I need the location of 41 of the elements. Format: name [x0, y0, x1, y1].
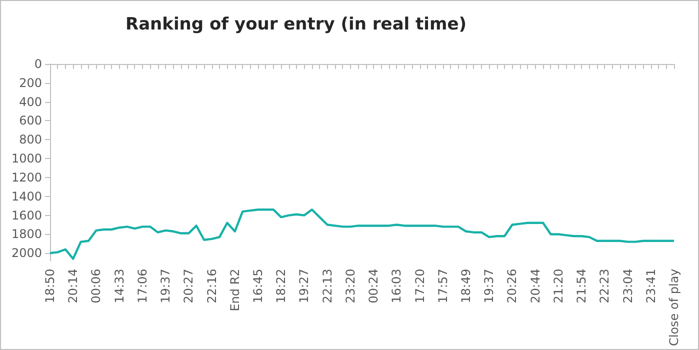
- x-tick-label: 20:44: [528, 268, 542, 304]
- y-tick-label: 0: [34, 57, 42, 71]
- y-tick-label: 1000: [11, 152, 42, 166]
- y-tick-label: 800: [19, 132, 42, 147]
- x-tick-label: 17:57: [436, 268, 450, 304]
- x-tick-label: 21:20: [551, 268, 566, 304]
- x-tick-label: 19:27: [297, 268, 312, 304]
- x-tick-label: 18:50: [43, 268, 57, 304]
- x-tick-label: 23:04: [620, 268, 635, 304]
- chart-title: Ranking of your entry (in real time): [125, 14, 467, 34]
- x-tick-label: 17:06: [135, 268, 150, 304]
- y-tick-label: 1600: [11, 208, 42, 222]
- y-tick-label: 600: [19, 114, 42, 128]
- x-tick-label: End R2: [228, 268, 242, 312]
- x-tick-label: 00:06: [89, 268, 104, 304]
- x-tick-label: 18:22: [274, 268, 288, 304]
- x-tick-label: 23:41: [644, 268, 658, 304]
- x-tick-label: 14:33: [112, 268, 126, 304]
- x-tick-label: 22:13: [320, 268, 334, 304]
- y-tick-label: 200: [19, 76, 42, 90]
- y-tick-label: 1200: [11, 170, 42, 184]
- x-tick-label: 22:23: [598, 268, 612, 304]
- x-tick-label: 20:14: [66, 268, 80, 304]
- x-tick-label: 17:20: [412, 268, 427, 304]
- x-tick-label: 20:27: [182, 268, 196, 304]
- y-tick-label: 400: [19, 94, 42, 109]
- x-tick-label: 23:20: [343, 268, 358, 304]
- x-tick-label: 19:37: [482, 268, 496, 304]
- x-tick-label: 19:37: [158, 268, 173, 304]
- x-tick-label: 00:24: [366, 268, 381, 304]
- y-tick-label: 2000: [11, 246, 42, 260]
- y-tick-label: 1400: [11, 189, 42, 204]
- x-tick-label: 21:54: [574, 268, 589, 304]
- line-series: [48, 208, 676, 260]
- x-tick-label: Close of play: [667, 268, 681, 346]
- x-tick-label: 20:26: [505, 268, 520, 304]
- y-tick-label: 1800: [11, 227, 42, 242]
- x-tick-label: 22:16: [204, 268, 219, 304]
- x-tick-label: 18:49: [459, 268, 473, 304]
- x-tick-label: 16:45: [251, 268, 265, 304]
- x-tick-label: 16:03: [390, 268, 404, 304]
